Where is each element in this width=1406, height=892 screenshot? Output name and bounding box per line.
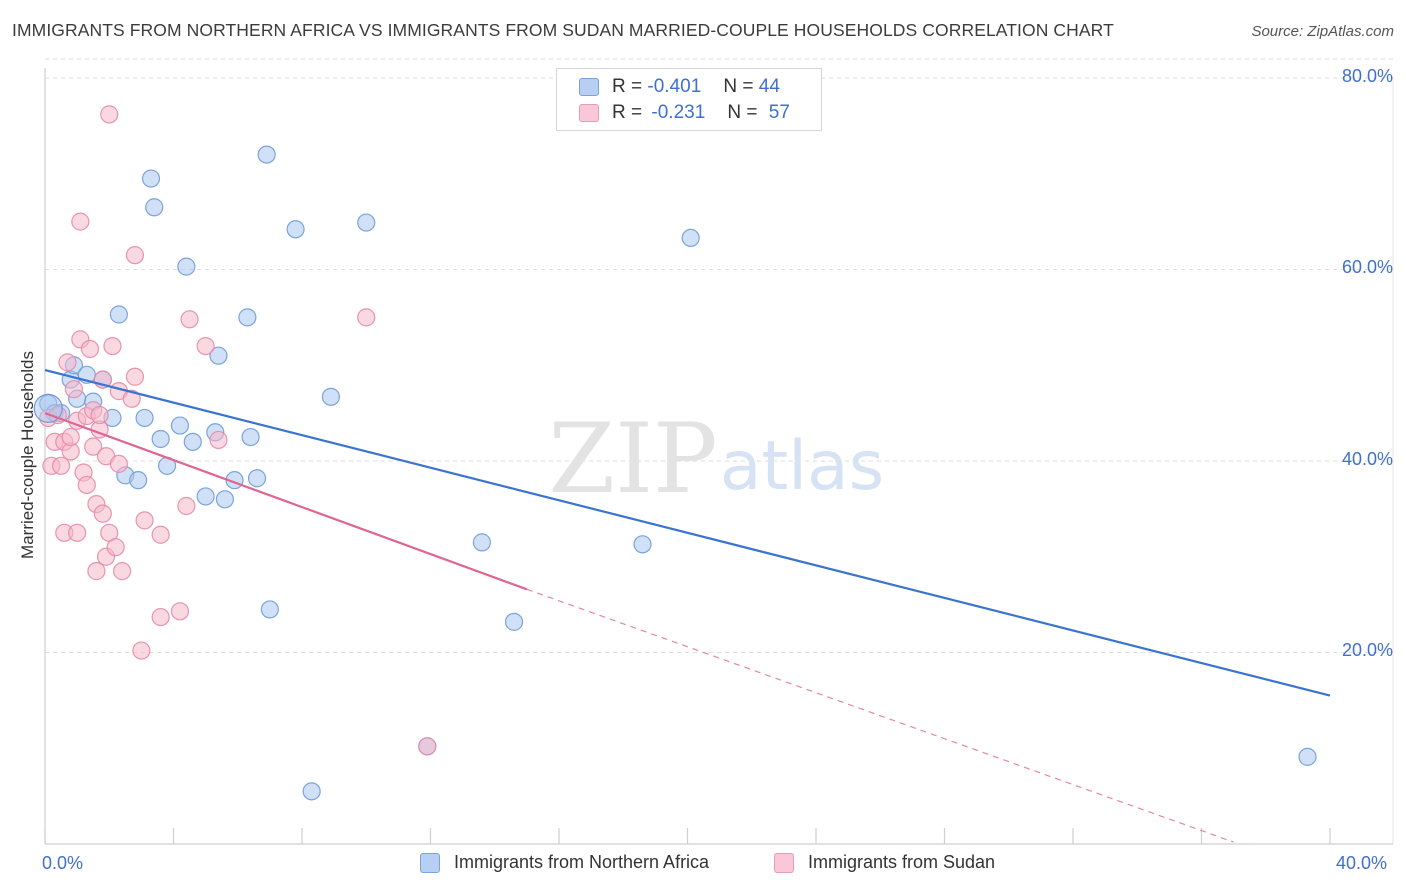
- point-northern-africa: [241, 427, 260, 447]
- chart-title: IMMIGRANTS FROM NORTHERN AFRICA VS IMMIG…: [12, 20, 1114, 40]
- point-sudan: [357, 308, 376, 327]
- point-sudan: [71, 212, 90, 231]
- point-sudan: [180, 310, 199, 329]
- points-layer: [33, 105, 1317, 801]
- point-northern-africa: [321, 387, 341, 406]
- point-sudan: [196, 337, 215, 356]
- point-sudan: [135, 511, 154, 530]
- point-sudan: [87, 562, 106, 581]
- point-northern-africa: [247, 469, 267, 488]
- point-northern-africa: [302, 782, 321, 801]
- point-sudan: [112, 562, 132, 581]
- point-sudan: [151, 607, 170, 627]
- point-sudan: [64, 380, 84, 399]
- point-sudan: [125, 367, 145, 386]
- legend-label: Immigrants from Northern Africa: [454, 852, 710, 872]
- n-value: 57: [768, 102, 790, 123]
- point-sudan: [80, 339, 100, 359]
- axis-layer: [44, 68, 1394, 845]
- point-sudan: [61, 427, 80, 447]
- point-sudan: [84, 437, 103, 456]
- r-label: R =: [612, 102, 643, 123]
- point-northern-africa: [109, 305, 128, 324]
- legend-swatch-pink: [774, 852, 794, 873]
- point-sudan: [58, 353, 77, 372]
- legend-swatch-blue: [420, 852, 440, 873]
- legend-swatch-pink: [579, 104, 599, 122]
- point-northern-africa: [141, 169, 161, 188]
- point-northern-africa: [209, 346, 228, 365]
- point-sudan: [122, 389, 141, 408]
- legend-label: Immigrants from Sudan: [808, 852, 996, 872]
- x-tick-label-min: 0.0%: [42, 853, 84, 873]
- y-tick-label: 60.0%: [1341, 257, 1393, 278]
- r-value: -0.231: [651, 102, 706, 123]
- point-sudan: [93, 504, 112, 523]
- watermark-atlas: atlas: [720, 427, 884, 506]
- point-sudan: [51, 456, 71, 475]
- trend-line-northern-africa: [44, 368, 1331, 697]
- n-value: 44: [758, 76, 780, 97]
- grid-layer: [45, 58, 1393, 653]
- r-value: -0.401: [647, 76, 702, 97]
- point-northern-africa: [238, 308, 257, 327]
- legend-item-northern-africa: Immigrants from Northern Africa: [420, 852, 709, 873]
- point-sudan: [209, 430, 228, 450]
- correlation-legend: R = -0.401 N = 44 R = -0.231 N = 57: [556, 68, 822, 131]
- point-sudan: [151, 525, 170, 544]
- point-northern-africa: [145, 198, 164, 217]
- watermark: ZIP atlas: [548, 403, 884, 515]
- watermark-zip: ZIP: [548, 403, 717, 515]
- point-sudan: [109, 454, 128, 473]
- point-sudan: [68, 523, 87, 542]
- point-sudan: [90, 405, 109, 425]
- legend-row-sudan: R = -0.231 N = 57: [579, 100, 790, 126]
- point-northern-africa: [177, 257, 196, 276]
- source-label: Source: ZipAtlas.com: [1251, 23, 1394, 40]
- trend-layer: [44, 368, 1331, 843]
- point-northern-africa: [151, 429, 170, 449]
- n-label: N =: [727, 102, 758, 123]
- point-northern-africa-cluster: [33, 393, 63, 423]
- point-sudan: [170, 602, 190, 621]
- point-northern-africa: [196, 487, 215, 506]
- point-sudan: [103, 337, 122, 356]
- point-northern-africa: [633, 535, 652, 554]
- point-northern-africa: [257, 145, 276, 164]
- point-northern-africa: [504, 612, 524, 631]
- legend-row-northern-africa: R = -0.401 N = 44: [579, 74, 780, 100]
- legend-swatch-blue: [579, 78, 599, 96]
- point-northern-africa: [215, 490, 234, 509]
- point-northern-africa: [1298, 747, 1317, 766]
- y-tick-label: 80.0%: [1341, 65, 1393, 86]
- x-tick-label-max: 40.0%: [1336, 853, 1388, 873]
- point-sudan: [106, 538, 125, 557]
- r-label: R =: [612, 76, 643, 97]
- point-northern-africa: [135, 408, 154, 428]
- point-sudan: [177, 496, 196, 516]
- point-northern-africa: [681, 228, 700, 248]
- point-northern-africa: [286, 220, 305, 239]
- point-northern-africa: [472, 533, 491, 552]
- point-sudan: [100, 105, 119, 124]
- point-sudan: [418, 737, 437, 756]
- y-tick-label: 20.0%: [1341, 640, 1393, 661]
- trend-line-sudan-extension: [526, 588, 1234, 843]
- trend-line-sudan: [44, 412, 528, 591]
- point-sudan: [132, 641, 151, 660]
- point-northern-africa: [183, 432, 202, 451]
- n-label: N =: [723, 76, 754, 97]
- point-sudan: [77, 475, 96, 495]
- legend-item-sudan: Immigrants from Sudan: [774, 852, 995, 873]
- point-northern-africa: [170, 416, 190, 435]
- point-northern-africa: [129, 471, 148, 490]
- point-northern-africa: [357, 213, 376, 232]
- y-tick-label: 40.0%: [1341, 448, 1393, 469]
- point-northern-africa: [260, 600, 279, 619]
- point-sudan: [125, 246, 145, 265]
